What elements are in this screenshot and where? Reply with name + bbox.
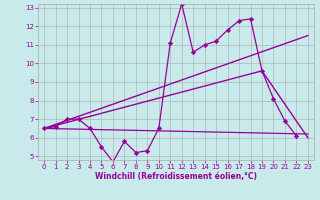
X-axis label: Windchill (Refroidissement éolien,°C): Windchill (Refroidissement éolien,°C) — [95, 172, 257, 181]
